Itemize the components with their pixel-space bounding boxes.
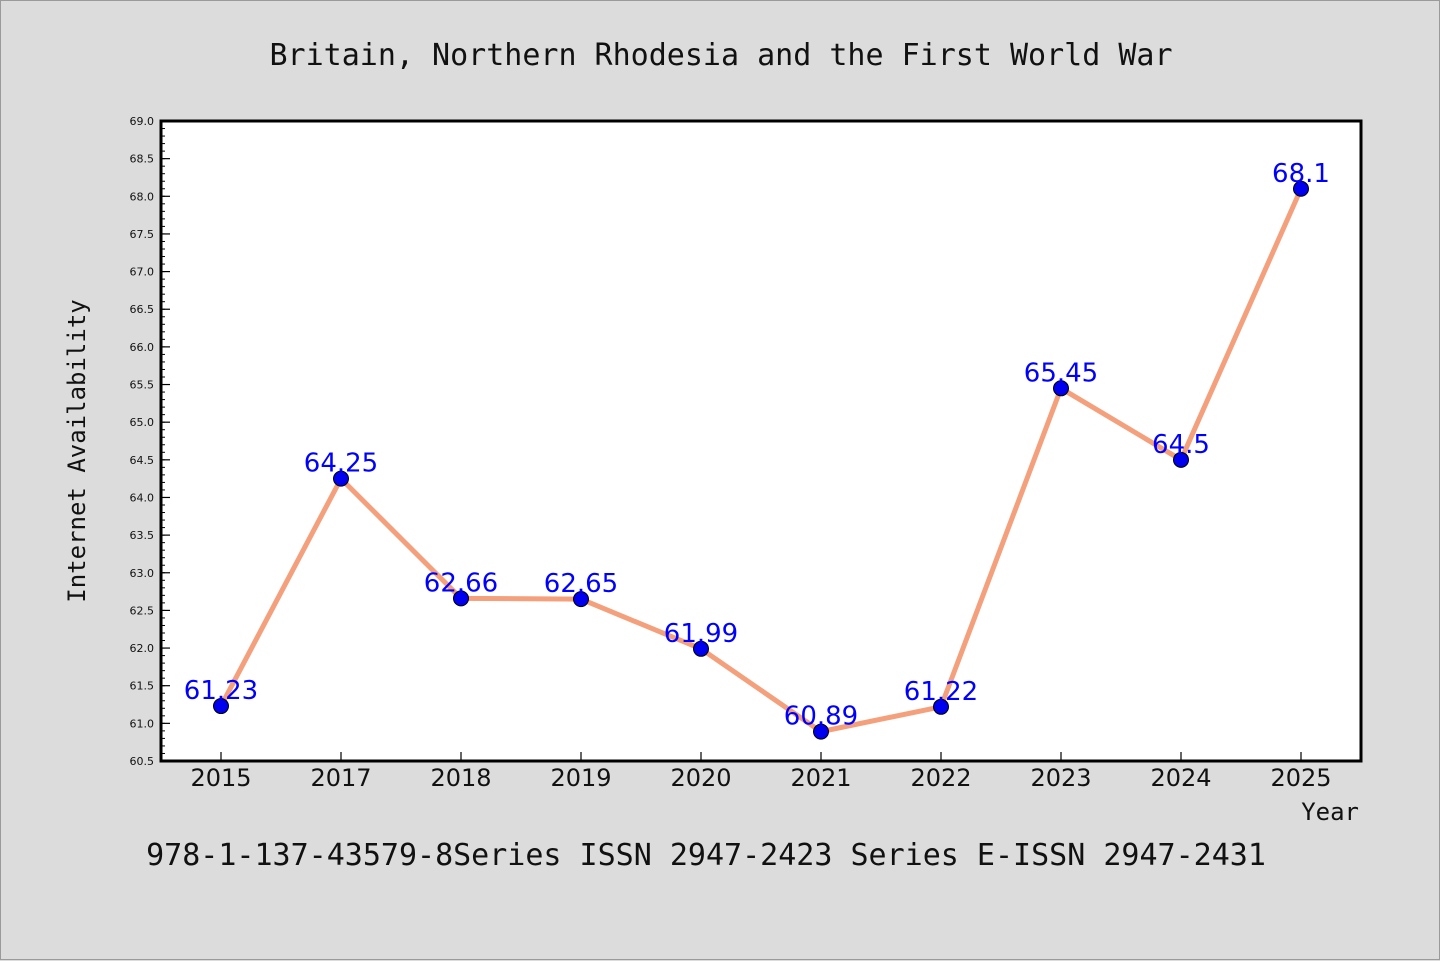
y-tick-label: 64.0 xyxy=(130,491,155,504)
data-point xyxy=(333,470,349,487)
data-label: 64.25 xyxy=(304,449,378,479)
x-tick-label: 2024 xyxy=(1150,764,1211,792)
y-axis-label: Internet Availability xyxy=(63,299,91,602)
data-label: 62.65 xyxy=(544,569,618,599)
y-tick-label: 63.5 xyxy=(130,529,155,542)
data-label: 65.45 xyxy=(1024,358,1098,388)
y-tick-label: 66.5 xyxy=(130,303,155,316)
y-tick-label: 68.5 xyxy=(130,153,155,166)
y-tick-label: 62.5 xyxy=(130,604,155,617)
x-tick-label: 2019 xyxy=(550,764,611,792)
data-point xyxy=(1053,380,1069,397)
y-tick-label: 60.5 xyxy=(130,755,155,768)
data-label: 61.22 xyxy=(904,677,978,707)
y-tick-label: 61.0 xyxy=(130,717,155,730)
x-axis-ticks: 2015 2017 2018 2019 2020 2021 2022 2023 2024 2025 xyxy=(190,752,1332,792)
data-label: 68.1 xyxy=(1272,159,1330,189)
data-point xyxy=(213,698,229,715)
x-tick-label: 2022 xyxy=(910,764,971,792)
y-tick-label: 63.0 xyxy=(130,567,155,580)
data-label: 62.66 xyxy=(424,568,498,598)
data-markers xyxy=(213,180,1309,740)
y-tick-label: 67.0 xyxy=(130,266,155,279)
data-point xyxy=(933,698,949,715)
data-label: 60.89 xyxy=(784,702,858,732)
y-tick-label: 62.0 xyxy=(130,642,155,655)
data-point xyxy=(1173,451,1189,468)
data-label: 64.5 xyxy=(1152,430,1210,460)
data-labels: 61.23 64.25 62.66 62.65 61.99 60.89 61.22 65.45… xyxy=(184,159,1330,732)
data-label: 61.99 xyxy=(664,619,738,649)
x-tick-label: 2017 xyxy=(310,764,371,792)
plot-border xyxy=(159,119,1363,763)
x-tick-label: 2020 xyxy=(670,764,731,792)
data-point xyxy=(573,591,589,608)
y-tick-label: 64.5 xyxy=(130,454,155,467)
footer-isbn-text: 978-1-137-43579-8Series ISSN 2947-2423 S… xyxy=(146,838,1266,873)
y-axis-ticks: 60.5 61.0 61.5 62.0 62.5 63.0 63.5 64.0 64.5 65.0… xyxy=(130,115,170,768)
x-axis-label: Year xyxy=(1301,798,1359,826)
plot-area xyxy=(161,121,1361,761)
series-line xyxy=(218,186,1304,735)
y-tick-label: 61.5 xyxy=(130,680,155,693)
y-tick-label: 65.0 xyxy=(130,416,155,429)
data-point xyxy=(813,723,829,740)
y-tick-label: 68.0 xyxy=(130,190,155,203)
x-tick-label: 2018 xyxy=(430,764,491,792)
series-line-group xyxy=(218,186,1304,735)
data-label: 61.23 xyxy=(184,676,258,706)
data-point xyxy=(453,590,469,607)
x-tick-label: 2025 xyxy=(1270,764,1331,792)
y-tick-label: 66.0 xyxy=(130,341,155,354)
x-tick-label: 2015 xyxy=(190,764,251,792)
y-tick-label: 65.5 xyxy=(130,379,155,392)
chart-title: Britain, Northern Rhodesia and the First… xyxy=(269,38,1172,73)
data-point xyxy=(693,640,709,657)
y-tick-label: 69.0 xyxy=(130,115,155,128)
y-tick-label: 67.5 xyxy=(130,228,155,241)
x-tick-label: 2023 xyxy=(1030,764,1091,792)
x-tick-label: 2021 xyxy=(790,764,851,792)
data-point xyxy=(1293,180,1309,197)
